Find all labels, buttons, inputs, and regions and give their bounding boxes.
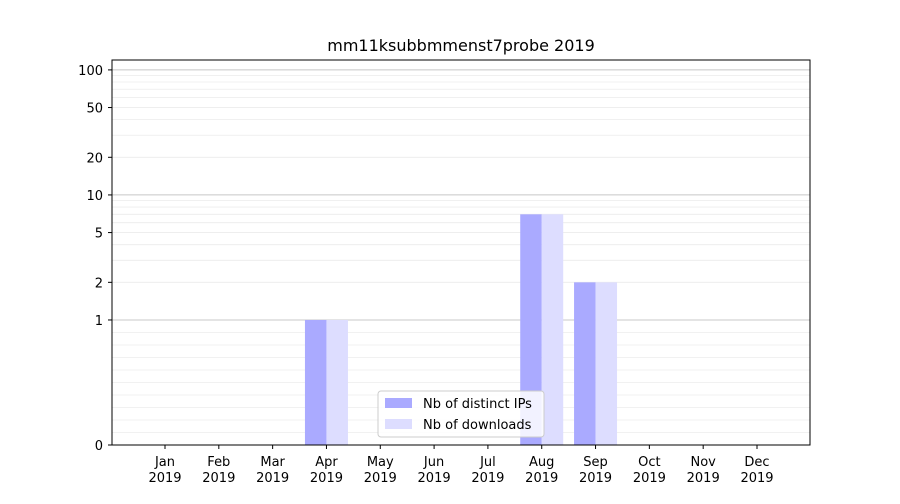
bars-layer — [304, 214, 618, 445]
chart-title: mm11ksubbmmenst7probe 2019 — [327, 36, 595, 55]
x-tick-label: Nov 2019 — [687, 455, 720, 486]
y-tick-label: 10 — [86, 189, 103, 204]
legend-label: Nb of downloads — [423, 418, 532, 433]
bar-downloads-apr — [326, 319, 348, 445]
x-tick-label: Apr 2019 — [310, 455, 343, 486]
y-tick-label: 100 — [78, 64, 103, 79]
plot-frame — [111, 59, 811, 446]
y-tick-label: 1 — [95, 314, 103, 329]
legend-swatch — [385, 419, 412, 429]
x-axis-ticks: Jan 2019 Feb 2019 Mar 2019 Apr 2019 May 2019 Jun 20… — [148, 445, 774, 486]
x-tick-label: Jul 2019 — [471, 455, 504, 486]
x-tick-label: Oct 2019 — [633, 455, 666, 486]
legend-swatch — [385, 398, 412, 408]
y-tick-label: 2 — [95, 276, 103, 291]
y-tick-label: 50 — [86, 102, 103, 117]
x-tick-label: Feb 2019 — [202, 455, 235, 486]
y-axis-ticks: 0 1 2 5 10 20 50 100 — [78, 64, 112, 454]
bar-downloads-sep — [595, 282, 618, 445]
x-tick-label: Sep 2019 — [579, 455, 612, 486]
bar-distinct-ips-sep — [574, 282, 596, 445]
legend-label: Nb of distinct IPs — [423, 397, 532, 412]
y-tick-label: 5 — [95, 227, 103, 242]
bar-downloads-aug — [541, 214, 564, 445]
x-tick-label: Aug 2019 — [525, 455, 558, 486]
legend: Nb of distinct IPs Nb of downloads — [377, 390, 545, 438]
x-tick-label: Jan 2019 — [148, 455, 181, 486]
x-tick-label: Jun 2019 — [418, 455, 451, 486]
y-tick-label: 0 — [95, 439, 103, 454]
bar-distinct-ips-aug — [520, 214, 542, 445]
y-tick-label: 20 — [86, 151, 103, 166]
legend-box — [377, 390, 545, 438]
grid-layer — [112, 69, 810, 433]
x-tick-label: May 2019 — [364, 455, 397, 486]
x-tick-label: Mar 2019 — [256, 455, 289, 486]
x-tick-label: Dec 2019 — [740, 455, 773, 486]
bar-distinct-ips-apr — [304, 319, 327, 445]
